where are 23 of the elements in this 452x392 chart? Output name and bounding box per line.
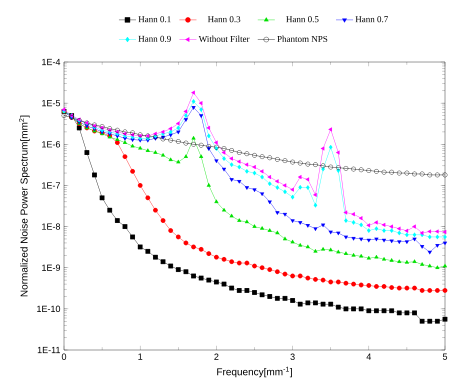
y-tick-label: 1E-9: [42, 264, 60, 271]
legend-label: Hann 0.7: [356, 16, 388, 22]
x-tick-label: 5: [442, 354, 448, 360]
legend-label: Hann 0.3: [208, 16, 240, 22]
y-tick-label: 1E-7: [42, 182, 60, 189]
legend-label: Hann 0.9: [138, 36, 171, 42]
legend-label: Without Filter: [198, 36, 250, 42]
x-tick-label: 0: [62, 354, 66, 360]
y-tick-label: 1E-11: [38, 346, 60, 354]
y-tick-label: 1E-5: [42, 100, 60, 106]
y-tick-label: 1E-4: [42, 58, 60, 66]
y-axis-title: Normalized Noise Power Spectrum[mm$^{2}$]: [19, 116, 30, 296]
y-tick-label: 1E-10: [37, 306, 60, 312]
legend-label: Phantom NPS: [277, 36, 328, 42]
x-tick-label: 4: [366, 354, 372, 360]
legend-label: Hann 0.1: [138, 16, 171, 22]
x-axis-title: Frequency[mm$^{-1}$]: [217, 366, 292, 378]
y-tick-label: 1E-8: [42, 223, 60, 230]
x-tick-label: 3: [290, 354, 295, 360]
legend-label: Hann 0.5: [286, 16, 319, 22]
x-tick-label: 2: [214, 354, 218, 360]
y-tick-label: 1E-6: [42, 141, 60, 148]
x-tick-label: 1: [138, 354, 142, 360]
